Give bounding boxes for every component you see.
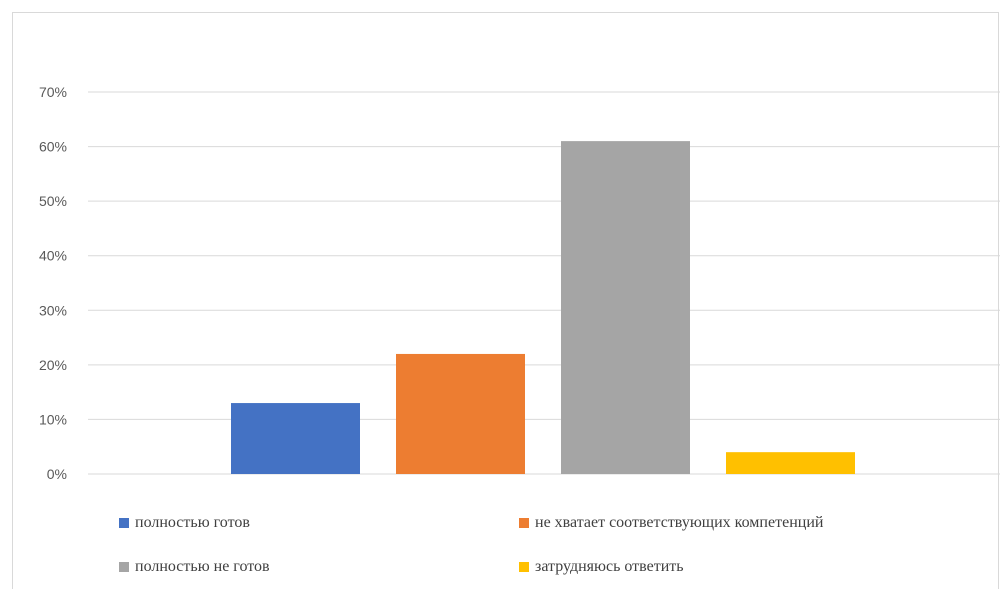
bar [396, 353, 525, 474]
bar [561, 141, 690, 474]
y-tick-label: 20% [39, 357, 67, 373]
y-tick-label: 70% [39, 84, 67, 100]
bar [726, 452, 855, 474]
bar [231, 403, 360, 474]
gridlines [88, 91, 1000, 475]
y-tick-label: 40% [39, 248, 67, 264]
y-tick-label: 0% [47, 466, 67, 482]
y-tick-label: 60% [39, 139, 67, 155]
chart-frame [12, 12, 999, 589]
y-tick-label: 30% [39, 302, 67, 318]
bars [231, 141, 855, 474]
y-tick-label: 10% [39, 411, 67, 427]
y-tick-label: 50% [39, 193, 67, 209]
y-axis-tick-labels: 0% 10% 20% 30% 40% 50% 60% 70% [39, 84, 67, 482]
